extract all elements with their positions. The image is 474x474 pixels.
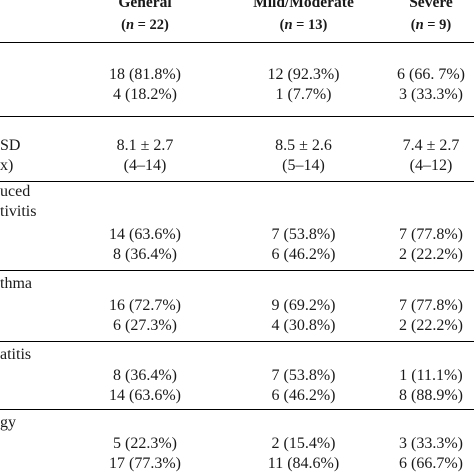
cell: (5–14) [282,157,325,174]
cell: 6 (66.7%) [399,455,463,472]
cell: 7.4 ± 2.7 [402,137,460,154]
row-label: atitis [0,346,32,363]
cell: 7 (77.8%) [399,297,463,314]
cell: 8 (36.4%) [113,246,177,263]
cell: 14 (63.6%) [109,226,181,243]
cell: 8.1 ± 2.7 [116,137,174,154]
section-rule [0,116,474,117]
cell: 4 (30.8%) [271,317,336,334]
cell: 8 (88.9%) [399,387,463,404]
row-label: gy [0,414,16,431]
cell: 1 (11.1%) [399,367,463,384]
col-header-general: General [118,0,172,11]
cell: 2 (15.4%) [271,435,336,452]
cell: 7 (77.8%) [399,226,463,243]
section-rule [0,181,474,182]
section-rule [0,409,474,410]
cell: 6 (27.3%) [113,317,177,334]
cell: 6 (46.2%) [271,246,336,263]
cell: 3 (33.3%) [399,86,463,103]
cell: 3 (33.3%) [399,435,463,452]
cell: 11 (84.6%) [267,455,340,472]
section-rule [0,341,474,342]
cell: 12 (92.3%) [267,66,340,83]
col-n-mild-moderate: (n = 13) [279,17,328,33]
cell: 9 (69.2%) [271,297,336,314]
cell: 4 (18.2%) [113,86,177,103]
cell: 17 (77.3%) [109,455,181,472]
row-label: SD [0,137,21,154]
col-n-severe: (n = 9) [410,17,452,33]
cell: 7 (53.8%) [271,367,336,384]
cell: 6 (66. 7%) [397,66,465,83]
cell: 2 (22.2%) [399,317,463,334]
cell: 18 (81.8%) [109,66,181,83]
row-label: thma [0,275,32,292]
cell: (4–12) [409,157,453,174]
section-rule [0,270,474,271]
cell: 7 (53.8%) [271,226,336,243]
cell: 16 (72.7%) [109,297,181,314]
cell: 8.5 ± 2.6 [275,137,332,154]
cell: (4–14) [123,157,167,174]
col-n-general: (n = 22) [121,17,169,33]
cell: 5 (22.3%) [113,435,177,452]
col-header-severe: Severe [409,0,453,11]
col-header-mild-moderate: Mild/Moderate [253,0,354,11]
row-label: uced [0,183,31,200]
cell: 1 (7.7%) [275,86,332,103]
cell: 6 (46.2%) [271,387,336,404]
cell: 2 (22.2%) [399,246,463,263]
cell: 14 (63.6%) [109,387,181,404]
row-label: tivitis [0,203,37,220]
header-rule [0,42,474,43]
row-label: x) [0,157,14,174]
cell: 8 (36.4%) [113,367,177,384]
